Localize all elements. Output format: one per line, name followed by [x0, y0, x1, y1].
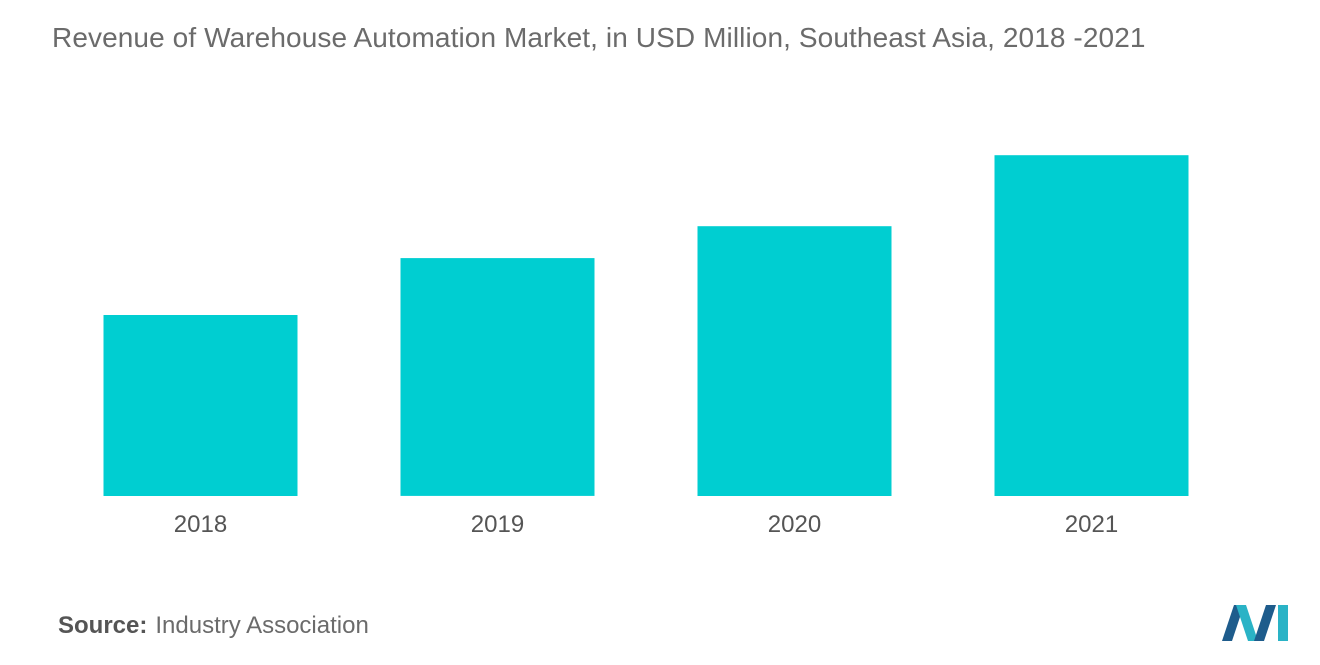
x-tick-label-2021: 2021: [1065, 511, 1118, 538]
bar-2019: [400, 258, 595, 496]
x-tick-label-2019: 2019: [471, 511, 524, 538]
logo-shape-mid-right: [1254, 605, 1276, 641]
x-tick-label-2018: 2018: [174, 511, 227, 538]
source-text: Industry Association: [155, 612, 369, 639]
bar-2018: [103, 315, 298, 496]
x-tick-labels: 2018 2019 2020 2021: [174, 511, 1118, 538]
bar-2021: [994, 155, 1189, 496]
source-label: Source:: [58, 612, 148, 639]
logo-shape-right: [1278, 605, 1288, 641]
mordor-intelligence-logo-icon: [1222, 605, 1288, 641]
x-tick-label-2020: 2020: [768, 511, 821, 538]
logo-shape-mid-left: [1236, 605, 1258, 641]
chart-title: Revenue of Warehouse Automation Market, …: [52, 22, 1146, 53]
bar-chart: 2018 2019 2020 2021: [103, 155, 1189, 538]
bar-2020: [697, 226, 892, 496]
bars-group: [103, 155, 1189, 496]
source-note: Source: Industry Association: [58, 612, 369, 640]
logo-shape-left: [1222, 605, 1244, 641]
